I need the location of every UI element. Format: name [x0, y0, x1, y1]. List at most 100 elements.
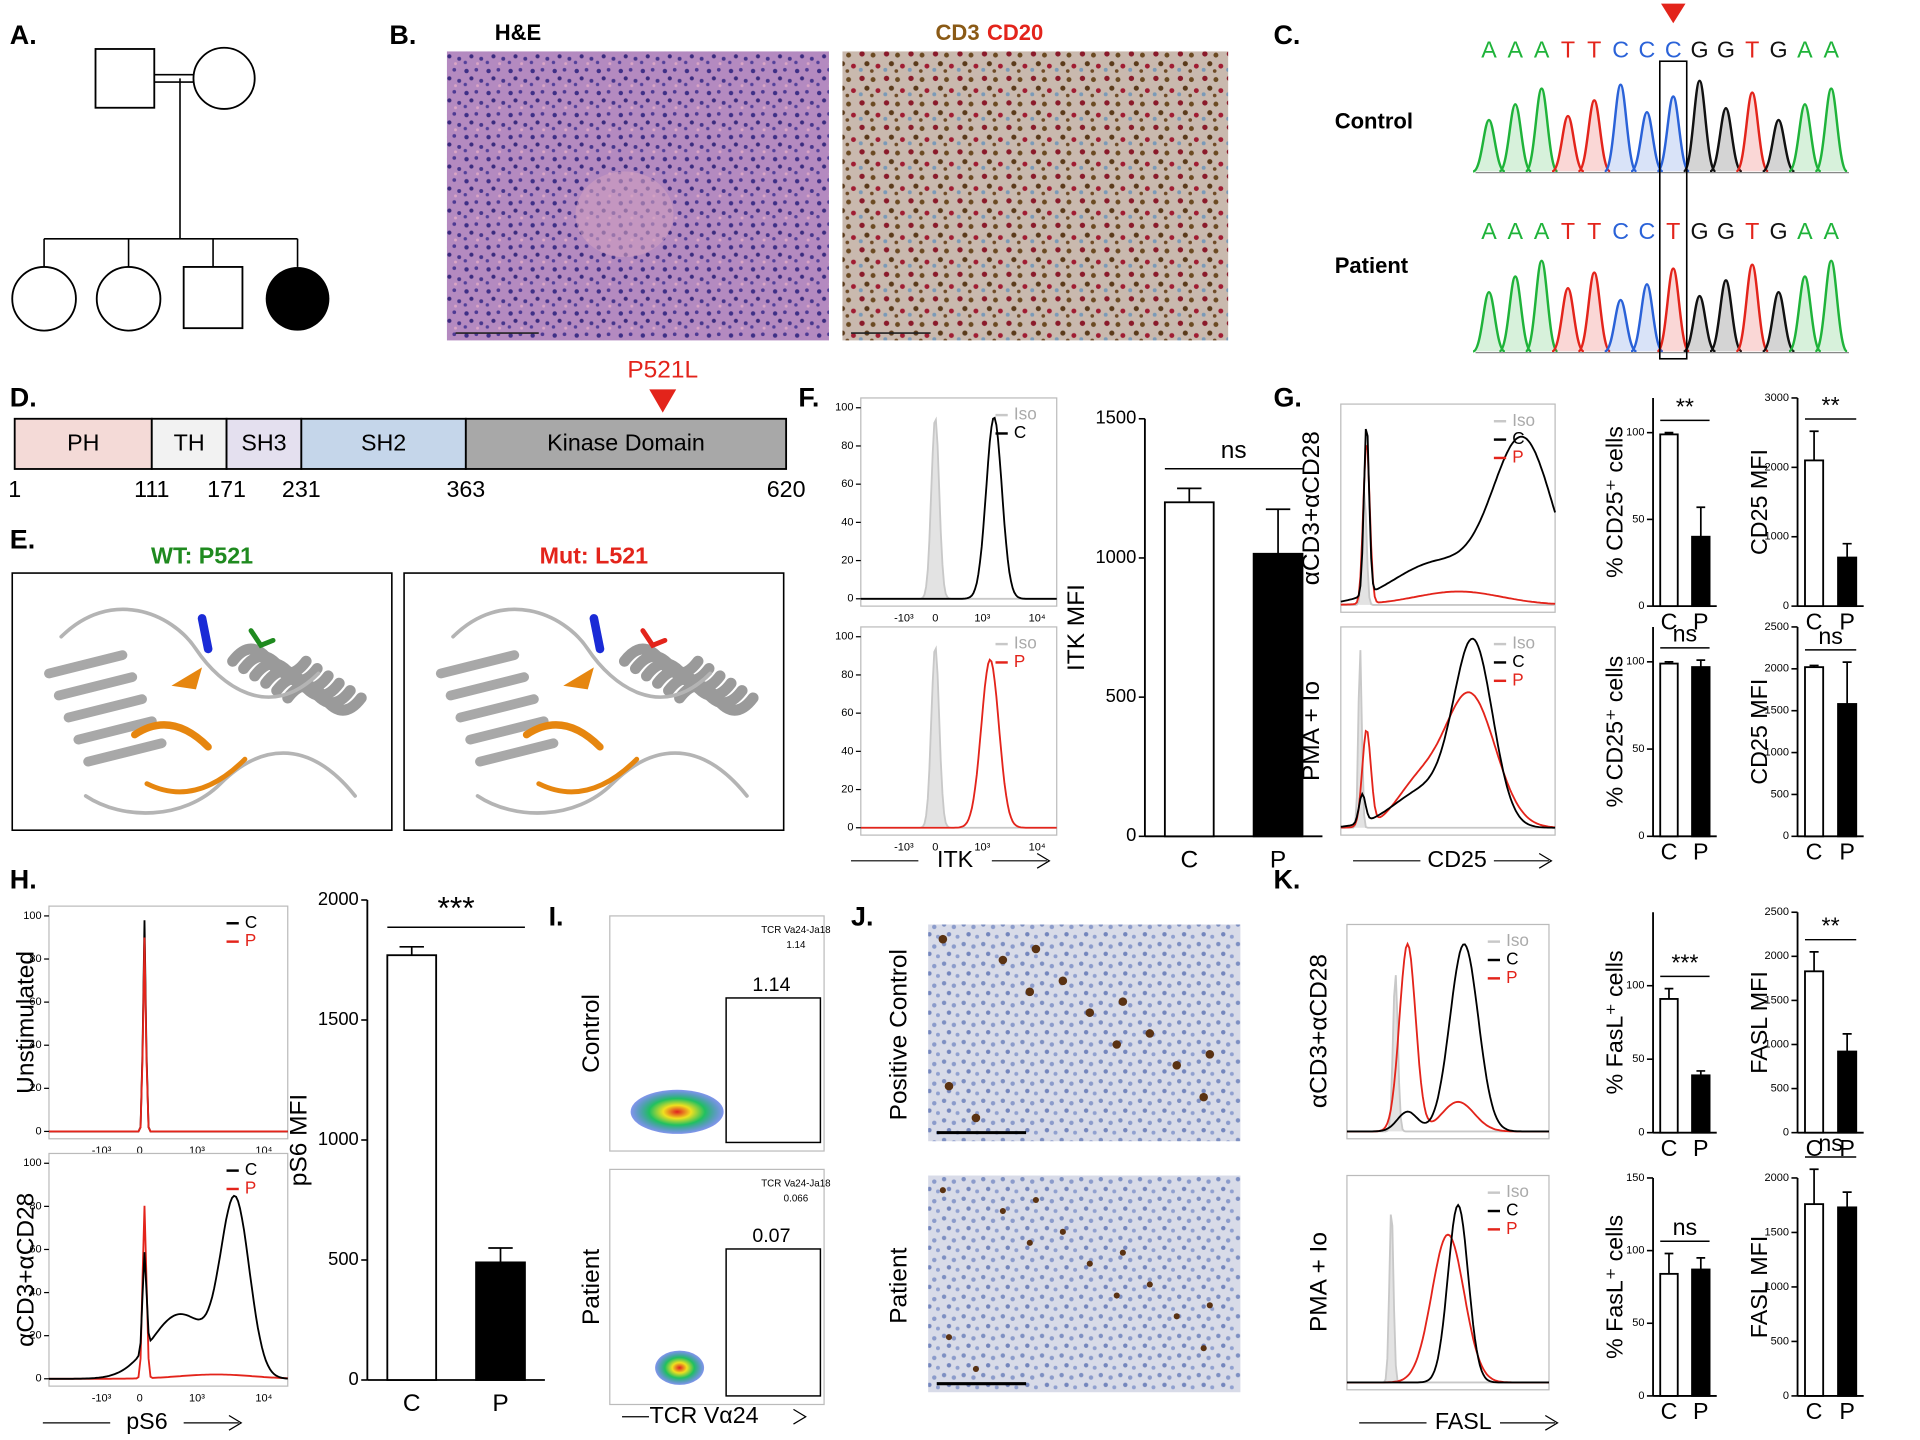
y-tick-label: 0	[35, 1373, 41, 1385]
chromatogram-peak	[1550, 287, 1586, 353]
y-tick-label: 100	[1626, 427, 1644, 439]
base-letter: C	[1639, 37, 1656, 63]
panel-letter: F.	[798, 382, 819, 412]
ribbon	[475, 751, 749, 815]
y-tick-label: 500	[1771, 788, 1789, 800]
domain	[225, 417, 303, 470]
position-label: 171	[207, 476, 246, 502]
x-axis-label: CD25	[1427, 846, 1486, 872]
significance-label: ns	[1673, 621, 1698, 647]
mutation-label: P521L	[627, 356, 698, 383]
y-tick-label: 1000	[1764, 1281, 1789, 1293]
y-tick-label: 40	[29, 1286, 41, 1298]
stained-cell	[1031, 944, 1041, 954]
error-bar	[1842, 661, 1852, 704]
ribbon	[197, 614, 213, 654]
y-tick-label: 1500	[1764, 1226, 1789, 1238]
error-bar	[1696, 1070, 1706, 1076]
panel-letter: C.	[1273, 20, 1300, 50]
chromatogram-peak	[1656, 95, 1691, 173]
y-tick-label: 0	[35, 1125, 41, 1137]
histogram-curve	[860, 645, 1057, 829]
ribbon	[465, 716, 549, 745]
legend-label: Iso	[1512, 633, 1535, 653]
stained-cell	[999, 1207, 1006, 1215]
bar	[1163, 501, 1215, 838]
chromatogram-peak	[1524, 87, 1559, 173]
y-tick-label: 1000	[1095, 546, 1136, 567]
y-tick-label: 2500	[1764, 621, 1789, 633]
y-axis-label: CD25 MFI	[1746, 679, 1772, 785]
stained-cell	[1199, 1092, 1208, 1102]
axis-arrow-head	[1544, 1414, 1559, 1431]
y-tick-label: 100	[835, 402, 853, 414]
legend-label: Iso	[1506, 1181, 1529, 1201]
stained-cell	[1145, 1029, 1155, 1038]
bar	[1837, 556, 1858, 608]
chromatogram-peak	[1761, 118, 1796, 173]
histogram-curve	[48, 1194, 288, 1380]
base-letter: G	[1770, 37, 1788, 63]
flow-frame	[1346, 923, 1550, 1140]
row-label: PMA + Io	[1305, 1232, 1332, 1332]
histogram-curve	[1346, 943, 1549, 1133]
significance-label: **	[1676, 393, 1694, 419]
base-letter: A	[1508, 37, 1524, 63]
chromatogram-peak	[1498, 103, 1533, 173]
domain	[300, 417, 467, 470]
y-tick-label: 1000	[1764, 531, 1789, 543]
base-letter: T	[1561, 37, 1575, 63]
bar	[1659, 433, 1679, 608]
y-tick-label: 50	[1632, 1317, 1644, 1329]
gate-title: TCR Va24-Ja18	[761, 1179, 831, 1190]
y-tick-label: 1500	[318, 1008, 359, 1029]
chromatogram-peak	[1577, 271, 1612, 353]
chromatogram-peak	[1656, 267, 1691, 353]
x-tick-label: P	[1693, 608, 1709, 634]
structure-title: Mut: L521	[540, 542, 649, 568]
bar	[1691, 535, 1711, 608]
chromatogram-peak	[1735, 91, 1770, 173]
y-tick-label: 60	[29, 996, 41, 1008]
stained-cell	[998, 955, 1008, 965]
dotplot-frame	[609, 1168, 825, 1406]
x-tick-label: -10³	[894, 612, 914, 624]
ribbon	[59, 607, 321, 699]
gate-frequency: 1.14	[786, 940, 806, 951]
x-tick-label: P	[1839, 608, 1855, 634]
x-tick-label: 0	[932, 841, 938, 853]
cell-population	[630, 1089, 724, 1134]
x-tick-label: P	[492, 1390, 508, 1417]
base-letter: G	[1717, 218, 1735, 244]
chromatogram-peak	[1471, 290, 1507, 353]
y-tick-label: 50	[1632, 743, 1644, 755]
bar	[1691, 666, 1711, 838]
dotplot-frame	[609, 915, 825, 1152]
flow-frame	[1346, 1174, 1550, 1391]
error-bar	[1696, 659, 1706, 668]
ribbon	[63, 694, 147, 723]
chromatogram-peak	[1761, 290, 1796, 353]
bar	[1804, 970, 1825, 1134]
legend-label: C	[1506, 1200, 1518, 1220]
y-tick-label: 1500	[1764, 994, 1789, 1006]
y-tick-label: 80	[29, 1200, 41, 1212]
x-tick-label: -10³	[92, 1392, 112, 1404]
image-title: CD20	[987, 20, 1043, 45]
stained-cell	[1112, 1040, 1122, 1049]
histogram-curve	[1340, 491, 1556, 606]
row-label: Unstimulated	[12, 951, 39, 1094]
histogram-curve	[1346, 1203, 1549, 1384]
y-tick-label: 0	[1783, 830, 1789, 842]
x-tick-label: P	[1693, 1398, 1709, 1424]
histogram-curve	[1340, 444, 1556, 606]
bar	[475, 1261, 526, 1381]
legend-label: P	[245, 1178, 256, 1198]
stained-cell	[1205, 1050, 1215, 1059]
domain-label: PH	[67, 430, 99, 456]
y-tick-label: 500	[1771, 1335, 1789, 1347]
y-tick-label: 2500	[1764, 906, 1789, 918]
chromatogram-peak	[1524, 259, 1559, 353]
legend-label: C	[1014, 422, 1026, 442]
